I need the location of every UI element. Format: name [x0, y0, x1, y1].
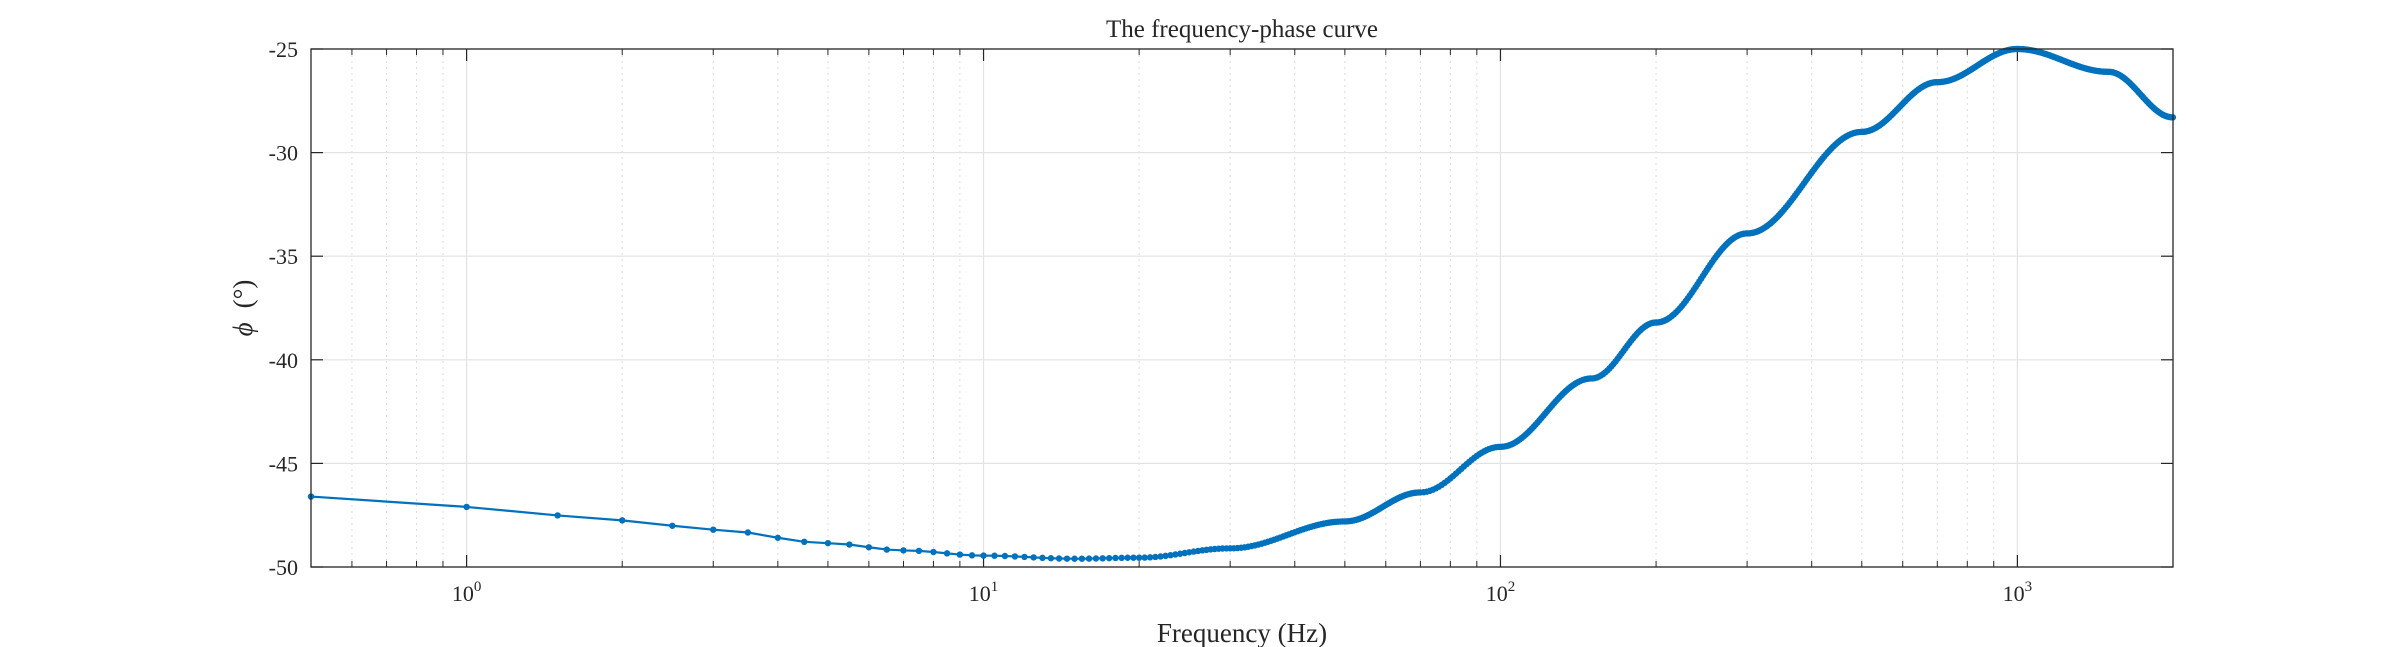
phase-point	[846, 541, 853, 548]
phase-point	[1157, 553, 1164, 560]
x-tick-label: 100	[452, 579, 482, 606]
phase-point	[1141, 554, 1148, 561]
phase-point	[865, 544, 873, 551]
phase-point	[1011, 553, 1019, 560]
phase-point	[968, 552, 976, 559]
phase-point	[1021, 553, 1028, 561]
phase-point	[1118, 554, 1125, 562]
phase-point	[710, 526, 717, 533]
phase-point	[1063, 555, 1071, 562]
y-tick-label: -50	[269, 555, 298, 580]
phase-point	[883, 546, 891, 553]
phase-point	[943, 550, 951, 557]
chart-title: The frequency-phase curve	[1106, 16, 1378, 43]
y-tick-label: -40	[269, 348, 298, 373]
phase-point	[554, 512, 561, 519]
phase-point	[1162, 552, 1169, 560]
phase-point	[1112, 554, 1119, 562]
phase-point	[1001, 552, 1009, 560]
x-axis-label: Frequency (Hz)	[1157, 618, 1327, 647]
y-axis-unit: (°)	[228, 280, 258, 309]
y-tick-label: -35	[269, 244, 298, 269]
phase-point	[915, 547, 923, 555]
phase-point	[1167, 552, 1174, 559]
phase-point	[669, 522, 676, 529]
phase-point	[1130, 554, 1137, 561]
phase-point	[1152, 553, 1159, 561]
phase-point	[619, 517, 626, 524]
phase-point	[463, 503, 470, 511]
phase-point	[1124, 554, 1131, 561]
phase-point	[1055, 555, 1063, 562]
phase-point	[1092, 555, 1100, 562]
phase-point	[1146, 554, 1154, 561]
phase-point	[991, 552, 998, 559]
plot-frame	[310, 48, 2174, 568]
phase-point	[900, 547, 907, 554]
phase-point	[1135, 554, 1143, 561]
data-series	[307, 45, 2177, 562]
phase-point	[744, 529, 752, 536]
phase-point	[1172, 551, 1179, 558]
y-tick-label: -45	[269, 451, 298, 476]
y-tick-label: -30	[269, 141, 298, 166]
phase-point	[774, 534, 782, 541]
phase-point	[1071, 555, 1078, 562]
phase-point	[956, 551, 964, 558]
phase-point	[1039, 554, 1046, 562]
phase-point	[980, 552, 987, 559]
phase-point	[1099, 555, 1106, 562]
x-tick-label: 102	[1486, 579, 1516, 606]
phase-point	[801, 538, 808, 546]
phase-point	[1085, 555, 1093, 562]
x-tick-label: 101	[969, 579, 999, 606]
y-axis-symbol: ϕ	[228, 322, 258, 336]
phase-point	[930, 548, 937, 556]
phase-point	[1105, 554, 1113, 562]
phase-point	[824, 539, 832, 547]
plot-area	[311, 49, 2173, 567]
phase-point	[1078, 555, 1086, 562]
axis-ticks: 100 101 102 103 -50 -45 -40 -35 -30 -25	[269, 37, 2173, 606]
y-axis-label: ϕ (°)	[228, 280, 258, 337]
x-tick-label: 103	[2003, 579, 2033, 606]
phase-point	[1030, 554, 1037, 561]
svg-text:ϕ(°): ϕ (°)	[228, 280, 258, 337]
y-tick-label: -25	[269, 37, 298, 62]
phase-point	[1047, 555, 1055, 562]
